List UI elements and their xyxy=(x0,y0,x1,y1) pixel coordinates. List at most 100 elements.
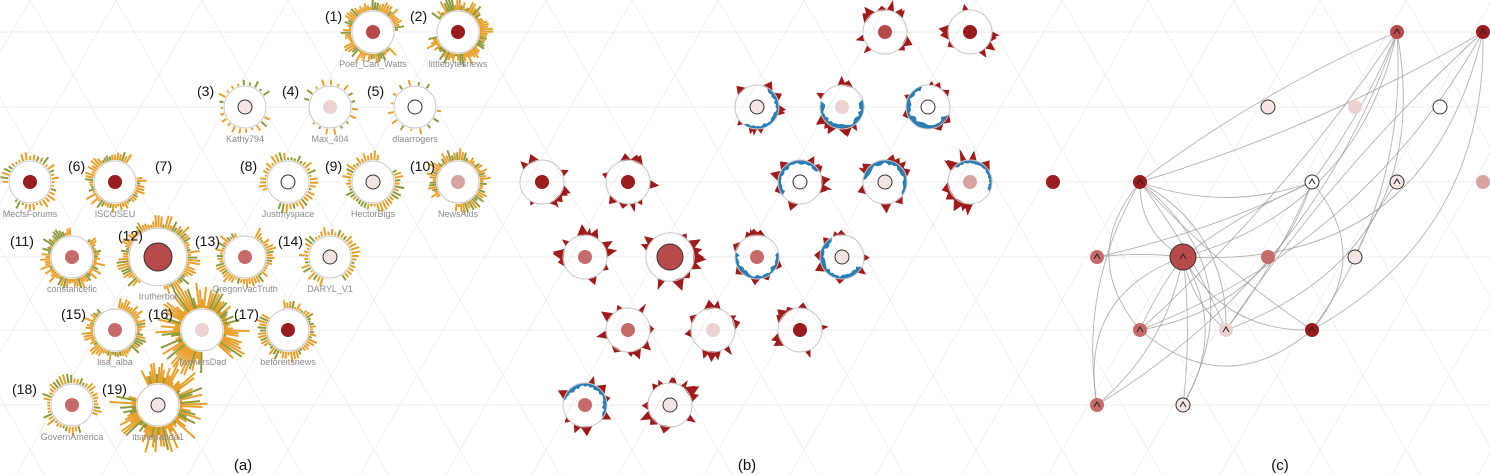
activity-bar xyxy=(440,158,447,165)
user-node xyxy=(1169,243,1197,271)
activity-bar xyxy=(128,346,132,350)
activity-bar xyxy=(391,119,398,125)
red-spike xyxy=(616,304,624,312)
activity-bar xyxy=(230,85,234,90)
activity-bar xyxy=(88,385,96,392)
activity-bar xyxy=(132,341,141,347)
activity-bar xyxy=(252,276,258,284)
activity-bar xyxy=(122,418,142,435)
user-node xyxy=(578,250,592,264)
activity-bar xyxy=(161,331,181,336)
activity-bar xyxy=(467,1,475,13)
activity-bar xyxy=(138,422,147,433)
activity-bar xyxy=(345,235,353,243)
grid-line-diagonal xyxy=(1233,0,1490,448)
activity-bar xyxy=(317,235,321,239)
activity-bar xyxy=(260,336,268,342)
user-name-label: trutherbot xyxy=(139,292,178,302)
activity-bar xyxy=(258,331,267,336)
activity-bar xyxy=(38,201,43,207)
user-index-label: (4) xyxy=(282,83,299,99)
activity-bar xyxy=(478,37,486,42)
activity-bar xyxy=(48,272,59,283)
activity-bar xyxy=(179,275,190,285)
activity-bar xyxy=(479,25,489,30)
activity-bar xyxy=(103,157,107,163)
activity-bar xyxy=(49,392,54,396)
activity-bar xyxy=(3,167,11,173)
activity-bar xyxy=(145,375,151,385)
activity-bar xyxy=(301,161,307,167)
activity-bar xyxy=(263,341,271,347)
arrow-head-icon xyxy=(1093,253,1101,260)
activity-bar xyxy=(443,2,450,13)
activity-bar xyxy=(221,246,225,250)
glyph-ring xyxy=(734,84,780,130)
user-node xyxy=(535,175,549,189)
blue-area xyxy=(563,383,607,419)
activity-bar xyxy=(14,199,18,203)
activity-bar xyxy=(325,128,329,135)
activity-bar xyxy=(340,232,345,239)
activity-bar xyxy=(446,150,453,162)
panel-c-node xyxy=(1304,174,1320,190)
activity-bar xyxy=(179,347,191,364)
arrow-head-icon xyxy=(1179,401,1187,408)
activity-bar xyxy=(303,250,309,254)
activity-bar xyxy=(463,8,467,12)
activity-bar xyxy=(131,342,139,349)
grid-line-diagonal xyxy=(803,0,1077,475)
activity-bar xyxy=(343,84,349,91)
blue-area xyxy=(954,160,992,192)
glyph-layer xyxy=(0,0,1490,453)
red-spike xyxy=(968,150,977,162)
activity-bar xyxy=(390,193,399,200)
activity-bar xyxy=(97,197,102,202)
activity-bar xyxy=(304,237,313,245)
activity-bar xyxy=(304,260,309,264)
activity-bar xyxy=(166,343,186,360)
activity-bar xyxy=(474,13,482,19)
panel-b-glyph xyxy=(602,153,660,213)
activity-bar xyxy=(223,323,231,327)
network-edge xyxy=(1096,181,1313,258)
activity-bar xyxy=(118,351,122,357)
activity-bar xyxy=(379,202,384,212)
activity-bar xyxy=(219,100,224,104)
activity-bar xyxy=(304,342,310,347)
activity-bar xyxy=(272,348,278,355)
user-node xyxy=(238,250,252,264)
glyph-ring xyxy=(777,159,823,205)
activity-bar xyxy=(360,201,365,207)
activity-bar xyxy=(351,46,358,53)
panel-a-glyph xyxy=(426,148,491,214)
activity-bar xyxy=(126,347,131,353)
activity-bar xyxy=(374,53,379,64)
activity-bar xyxy=(64,232,68,237)
activity-bar xyxy=(363,3,368,12)
activity-bar xyxy=(440,153,448,164)
panel-c-node xyxy=(1476,25,1490,39)
activity-bar xyxy=(54,229,62,239)
activity-bar xyxy=(89,269,93,273)
activity-bar xyxy=(454,203,458,212)
activity-bar xyxy=(168,423,181,440)
activity-bar xyxy=(268,343,272,347)
activity-bar xyxy=(433,117,440,123)
activity-bar xyxy=(259,272,263,276)
activity-bar xyxy=(161,426,170,451)
activity-bar xyxy=(265,167,270,172)
activity-bar xyxy=(135,189,145,195)
activity-bar xyxy=(307,317,312,321)
activity-bar xyxy=(465,7,470,13)
activity-bar xyxy=(265,264,269,267)
activity-bar xyxy=(198,289,202,309)
activity-bar xyxy=(183,237,191,243)
activity-bar xyxy=(238,128,242,134)
activity-bar xyxy=(346,163,356,171)
activity-bar xyxy=(83,274,89,283)
user-node xyxy=(1348,100,1362,114)
activity-bar xyxy=(123,271,133,279)
activity-bar xyxy=(351,261,355,265)
activity-bar xyxy=(120,249,129,253)
